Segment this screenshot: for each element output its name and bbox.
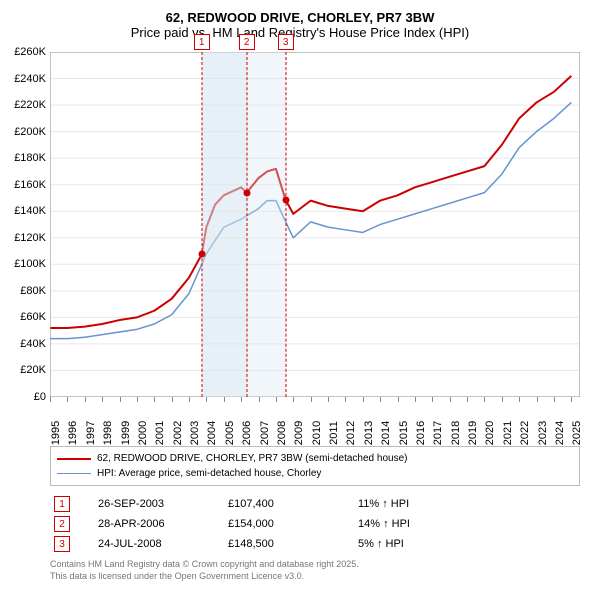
series-line — [50, 76, 571, 328]
x-tick-label: 2018 — [450, 421, 462, 445]
event-vline — [285, 52, 286, 397]
x-tick-label: 2010 — [311, 421, 323, 445]
event-dot — [243, 189, 250, 196]
y-tick-label: £160K — [14, 179, 46, 191]
x-tick-label: 2012 — [345, 421, 357, 445]
x-tick-label: 2011 — [328, 421, 340, 445]
x-tick-label: 2000 — [137, 421, 149, 445]
x-tick-label: 2002 — [172, 421, 184, 445]
chart-plot-area: 123 — [50, 52, 580, 397]
legend: 62, REDWOOD DRIVE, CHORLEY, PR7 3BW (sem… — [50, 446, 580, 486]
footer-attribution: Contains HM Land Registry data © Crown c… — [50, 558, 359, 582]
x-tick-label: 2003 — [189, 421, 201, 445]
event-row-3: 324-JUL-2008£148,5005% ↑ HPI — [50, 536, 580, 552]
event-dot — [198, 251, 205, 258]
title-line-2: Price paid vs. HM Land Registry's House … — [0, 25, 600, 40]
x-tick-label: 2005 — [224, 421, 236, 445]
y-tick-label: £200K — [14, 126, 46, 138]
legend-row: 62, REDWOOD DRIVE, CHORLEY, PR7 3BW (sem… — [57, 451, 573, 466]
y-tick-label: £20K — [20, 364, 46, 376]
x-tick-label: 2017 — [432, 421, 444, 445]
x-tick-label: 2021 — [502, 421, 514, 445]
x-tick-label: 2019 — [467, 421, 479, 445]
y-tick-label: £80K — [20, 285, 46, 297]
x-tick-label: 2020 — [484, 421, 496, 445]
shaded-period — [247, 52, 286, 397]
x-tick-label: 1995 — [50, 421, 62, 445]
x-tick-label: 1998 — [102, 421, 114, 445]
x-tick-label: 2008 — [276, 421, 288, 445]
event-row-2: 228-APR-2006£154,00014% ↑ HPI — [50, 516, 580, 532]
event-dot — [282, 196, 289, 203]
y-axis: £0£20K£40K£60K£80K£100K£120K£140K£160K£1… — [0, 52, 50, 397]
y-tick-label: £100K — [14, 258, 46, 270]
x-tick-label: 2023 — [537, 421, 549, 445]
title-line-1: 62, REDWOOD DRIVE, CHORLEY, PR7 3BW — [0, 10, 600, 25]
x-tick-label: 1999 — [120, 421, 132, 445]
x-tick-label: 2009 — [293, 421, 305, 445]
series-line — [50, 102, 571, 338]
y-tick-label: £120K — [14, 232, 46, 244]
y-tick-label: £0 — [34, 391, 46, 403]
x-tick-label: 2014 — [380, 421, 392, 445]
y-tick-label: £260K — [14, 46, 46, 58]
x-tick-label: 2016 — [415, 421, 427, 445]
event-marker-2: 2 — [239, 34, 255, 50]
x-tick-label: 2024 — [554, 421, 566, 445]
legend-row: HPI: Average price, semi-detached house,… — [57, 466, 573, 481]
event-marker-3: 3 — [278, 34, 294, 50]
x-tick-label: 2007 — [259, 421, 271, 445]
y-tick-label: £40K — [20, 338, 46, 350]
y-tick-label: £240K — [14, 73, 46, 85]
y-tick-label: £220K — [14, 99, 46, 111]
shaded-period — [202, 52, 247, 397]
event-row-1: 126-SEP-2003£107,40011% ↑ HPI — [50, 496, 580, 512]
x-tick-label: 2025 — [571, 421, 583, 445]
x-tick-label: 1997 — [85, 421, 97, 445]
x-tick-label: 2004 — [206, 421, 218, 445]
event-vline — [246, 52, 247, 397]
y-tick-label: £180K — [14, 152, 46, 164]
event-marker-1: 1 — [194, 34, 210, 50]
x-tick-label: 2001 — [154, 421, 166, 445]
x-tick-label: 2013 — [363, 421, 375, 445]
event-vline — [201, 52, 202, 397]
x-tick-label: 1996 — [67, 421, 79, 445]
x-tick-label: 2006 — [241, 421, 253, 445]
x-tick-label: 2015 — [398, 421, 410, 445]
event-table: 126-SEP-2003£107,40011% ↑ HPI 228-APR-200… — [50, 492, 580, 556]
y-tick-label: £60K — [20, 311, 46, 323]
x-tick-label: 2022 — [519, 421, 531, 445]
y-tick-label: £140K — [14, 205, 46, 217]
x-axis: 1995 1996 1997 1998 1999 2000 2001 2002 2003 2004… — [50, 397, 580, 445]
